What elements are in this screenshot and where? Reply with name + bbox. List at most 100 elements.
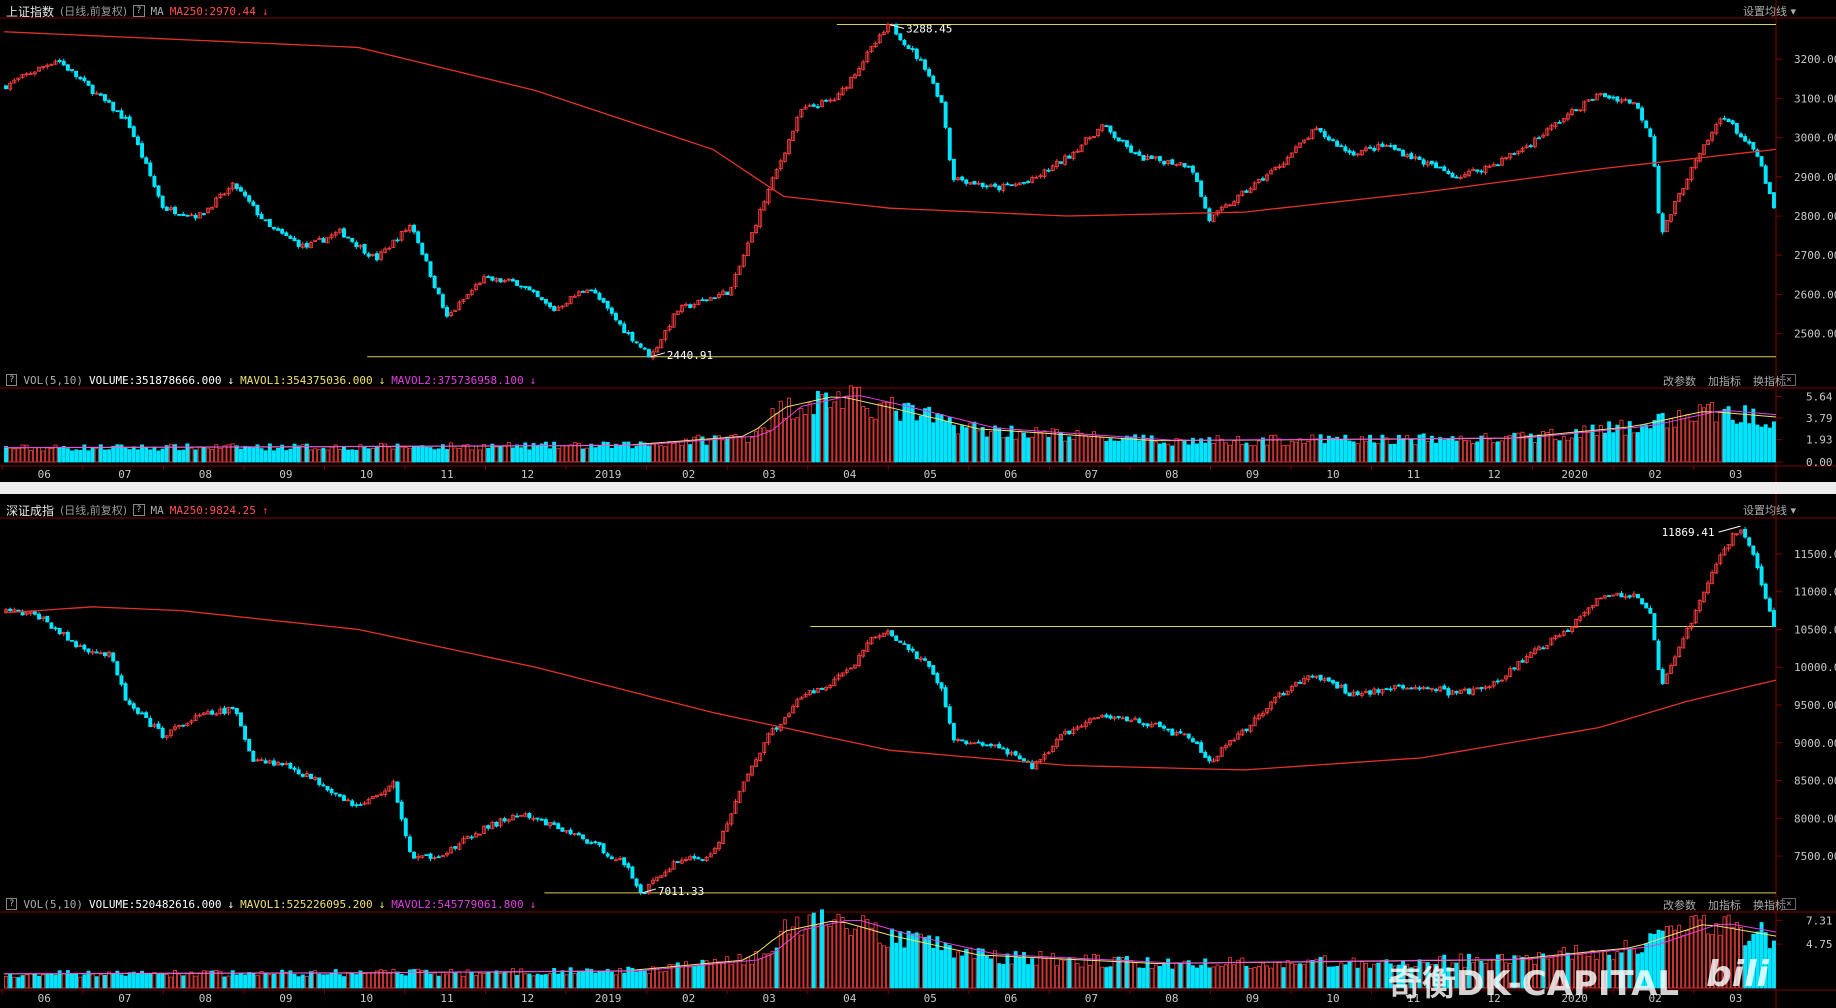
candle-body: [873, 42, 878, 47]
volume-bar: [1157, 443, 1162, 463]
candle-body: [581, 291, 585, 293]
mavol1-value: MAVOL1:525226095.200: [240, 897, 373, 911]
volume-bar: [255, 975, 260, 989]
volume-bar: [1050, 953, 1055, 989]
volume-bar: [1499, 953, 1504, 989]
help-icon[interactable]: ?: [133, 504, 145, 516]
candle-body: [869, 637, 874, 645]
candle-body: [1162, 161, 1167, 165]
volume-bar: [1252, 445, 1257, 463]
ma-settings-dropdown[interactable]: 设置均线 ▾: [1743, 502, 1796, 518]
volume-bar: [1289, 962, 1294, 989]
annotation-label: 2440.91: [667, 349, 713, 362]
volume-bar: [1438, 956, 1443, 989]
help-icon[interactable]: ?: [6, 898, 18, 910]
candle-body: [700, 859, 705, 861]
switch-indicator-button[interactable]: 换指标: [1753, 899, 1786, 912]
volume-bar: [515, 974, 520, 989]
candle-body: [1491, 681, 1496, 687]
candle-body: [704, 856, 709, 862]
candle-body: [1726, 118, 1731, 123]
candle-body: [1467, 688, 1471, 695]
volume-bar: [333, 969, 338, 989]
candle-body: [712, 297, 717, 300]
volume-bar: [78, 449, 83, 463]
candle-body: [733, 801, 738, 814]
candle-body: [1668, 214, 1673, 222]
volume-bar: [1409, 967, 1414, 989]
close-icon[interactable]: ✕: [1782, 374, 1796, 386]
candle-body: [1611, 96, 1616, 99]
candle-body: [976, 182, 981, 185]
volume-bar: [927, 406, 932, 463]
edit-params-button[interactable]: 改参数: [1663, 899, 1696, 912]
candle-body: [412, 224, 416, 233]
volume-bar: [263, 972, 268, 989]
volume-bar: [222, 445, 227, 463]
candle-body: [218, 193, 223, 198]
volume-bar: [515, 444, 520, 463]
help-icon[interactable]: ?: [133, 5, 145, 17]
candle-body: [1396, 148, 1401, 151]
candle-body: [1557, 635, 1562, 638]
volume-bar: [1417, 434, 1422, 463]
volume-bar: [655, 967, 660, 989]
volume-bar: [1120, 957, 1125, 989]
candle-body: [1318, 128, 1323, 132]
candle-body: [24, 73, 29, 76]
volume-bar: [729, 434, 734, 463]
volume-bar: [807, 402, 812, 463]
volume-bar: [1166, 443, 1171, 463]
candle-body: [1001, 184, 1006, 191]
candle-body: [1446, 688, 1451, 696]
candle-body: [1767, 182, 1772, 195]
switch-indicator-button[interactable]: 换指标: [1753, 375, 1786, 388]
volume-bar: [548, 448, 552, 463]
add-indicator-button[interactable]: 加指标: [1708, 375, 1741, 388]
candle-body: [276, 761, 281, 766]
candle-body: [1664, 219, 1669, 233]
candle-body: [374, 253, 379, 261]
edit-params-button[interactable]: 改参数: [1663, 375, 1696, 388]
candle-body: [1607, 595, 1612, 597]
candle-body: [1475, 169, 1480, 172]
volume-bar: [523, 442, 528, 463]
volume-bar: [700, 959, 705, 989]
candle-body: [601, 298, 606, 303]
volume-bar: [717, 435, 721, 463]
ma-settings-dropdown[interactable]: 设置均线 ▾: [1743, 3, 1796, 19]
candle-body: [585, 289, 590, 294]
volume-bar: [848, 934, 853, 989]
volume-bar: [1067, 957, 1072, 989]
volume-bar: [766, 430, 771, 463]
volume-bar: [1701, 914, 1706, 989]
volume-bar: [708, 438, 713, 463]
candle-body: [107, 100, 112, 103]
volume-bar: [1434, 964, 1438, 989]
candle-body: [626, 332, 631, 334]
volume-bar: [593, 972, 598, 989]
volume-bar: [1545, 958, 1550, 989]
candle-body: [758, 752, 763, 762]
volume-bar: [881, 945, 886, 989]
candle-body: [824, 99, 829, 102]
candle-body: [1232, 201, 1237, 206]
candle-body: [424, 253, 429, 262]
candle-body: [1541, 647, 1546, 650]
help-icon[interactable]: ?: [6, 374, 18, 386]
volume-bar: [1673, 426, 1678, 463]
x-tick-label: 12: [1487, 468, 1500, 481]
candle-body: [53, 60, 58, 65]
volume-bar: [984, 436, 989, 463]
candle-body: [1434, 689, 1438, 692]
candle-body: [1730, 120, 1735, 125]
volume-bar: [354, 449, 359, 463]
volume-bar: [1207, 967, 1212, 989]
volume-bar: [609, 447, 614, 463]
candle-body: [980, 182, 985, 187]
add-indicator-button[interactable]: 加指标: [1708, 899, 1741, 912]
candle-body: [32, 611, 37, 615]
candle-body: [811, 104, 816, 107]
close-icon[interactable]: ✕: [1782, 898, 1796, 910]
volume-bar: [1013, 951, 1018, 989]
